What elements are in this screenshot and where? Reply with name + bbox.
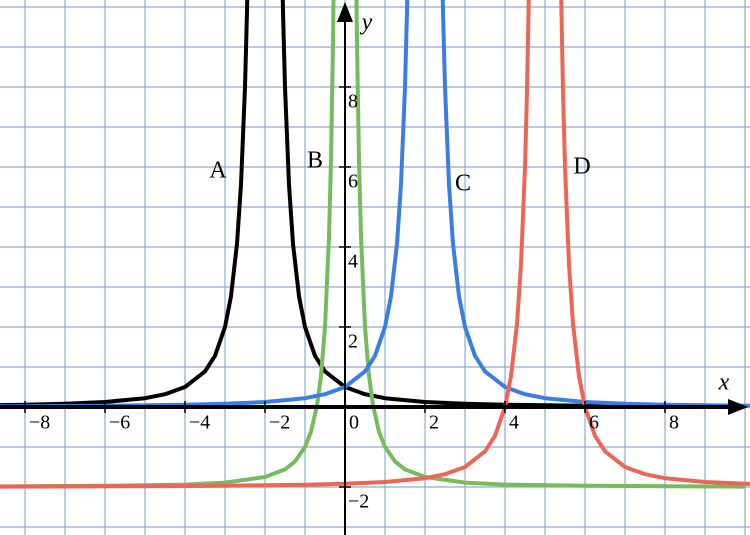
y-axis-label: y <box>360 10 373 36</box>
x-tick-label: −4 <box>189 412 210 434</box>
x-tick-label: 4 <box>509 412 519 434</box>
curve-label: B <box>307 148 323 174</box>
y-axis-arrow <box>337 2 353 22</box>
x-tick-label: −2 <box>269 412 290 434</box>
x-axis-arrow <box>728 399 748 415</box>
curve-label: D <box>573 154 590 180</box>
x-tick-label: 0 <box>349 412 359 434</box>
curve <box>0 0 746 409</box>
curve-label: A <box>209 158 227 184</box>
x-tick-label: 2 <box>429 412 439 434</box>
labels: −8 −6 −4 −2 0 2 4 6 8 −2 2 4 6 8 x y A B C D <box>29 10 730 513</box>
y-tick-label: 6 <box>348 171 358 193</box>
x-tick-label: −6 <box>109 412 130 434</box>
x-tick-label: 8 <box>669 412 679 434</box>
x-axis-label: x <box>718 370 730 396</box>
y-tick-label: 2 <box>348 331 358 353</box>
y-tick-label: −2 <box>348 491 369 513</box>
x-tick-label: −8 <box>29 412 50 434</box>
y-tick-label: 4 <box>348 251 358 273</box>
curves <box>0 0 750 489</box>
curve <box>0 0 750 409</box>
y-tick-label: 8 <box>348 91 358 113</box>
curve-label: C <box>455 171 471 197</box>
x-tick-label: 6 <box>589 412 599 434</box>
curve <box>0 0 750 489</box>
